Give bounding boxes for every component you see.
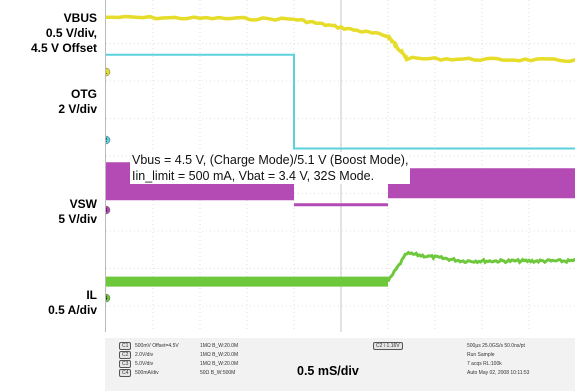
trace-vbus	[105, 14, 575, 63]
channel-marker-id: 4	[106, 296, 108, 302]
otg-label: OTG 2 V/div	[58, 87, 97, 116]
ch3-badge: C3	[119, 360, 132, 368]
acq-line-1: 500μs 25.0GS/s 50.0ns/pt	[467, 343, 525, 349]
channel-marker-id: 3	[106, 208, 108, 214]
trace-otg-line	[105, 53, 575, 150]
ch3-coupling: 1MΩ B_W:20.0M	[200, 361, 239, 367]
trace-vbus-line	[105, 14, 575, 63]
channel-1-marker: 1	[101, 67, 111, 77]
il-ripple-band	[106, 276, 388, 287]
channel-2-marker: 2	[101, 135, 111, 145]
acq-line-3: 7 acqs RL:100k	[467, 361, 502, 367]
trace-il	[106, 250, 575, 287]
trigger-readout: C2 \ 1.16V	[373, 342, 403, 350]
acq-line-4: Auto May 02, 2008 10:11:53	[467, 370, 530, 376]
vsw-switching-band-2	[388, 168, 575, 199]
ch4-setting: 500mA/div	[135, 370, 159, 376]
conditions-annotation: Vbus = 4.5 V, (Charge Mode)/5.1 V (Boost…	[130, 152, 411, 184]
scope-status-panel: C1 500mV Offset=4.5V 1MΩ B_W:20.0M C2 2.…	[105, 338, 575, 391]
il-boost-trace	[386, 250, 575, 283]
channel-marker-id: 2	[106, 138, 108, 144]
acq-line-2: Run Sample	[467, 352, 495, 358]
vbus-label: VBUS 0.5 V/div, 4.5 V Offset	[30, 11, 97, 55]
channel-4-marker: 4	[101, 293, 111, 303]
ch1-setting: 500mV Offset=4.5V	[135, 343, 179, 349]
trace-otg	[105, 53, 575, 150]
annotation-line-1: Vbus = 4.5 V, (Charge Mode)/5.1 V (Boost…	[132, 153, 409, 167]
channel-3-marker: 3	[101, 205, 111, 215]
annotation-line-2: Iin_limit = 500 mA, Vbat = 3.4 V, 32S Mo…	[132, 169, 375, 183]
timebase-label: 0.5 mS/div	[297, 364, 359, 378]
ch1-coupling: 1MΩ B_W:20.0M	[200, 343, 239, 349]
ch4-coupling: 50Ω B_W:500M	[200, 370, 236, 376]
ch2-setting: 2.0V/div	[135, 352, 154, 358]
il-label: IL 0.5 A/div	[48, 288, 97, 317]
ch2-coupling: 1MΩ B_W:20.0M	[200, 352, 239, 358]
ch3-setting: 5.0V/div	[135, 361, 154, 367]
ch1-badge: C1	[119, 342, 132, 350]
channel-marker-id: 1	[106, 70, 108, 76]
ch2-badge: C2	[119, 351, 132, 359]
ch4-badge: C4	[119, 369, 132, 377]
vsw-label: VSW 5 V/div	[58, 197, 97, 226]
